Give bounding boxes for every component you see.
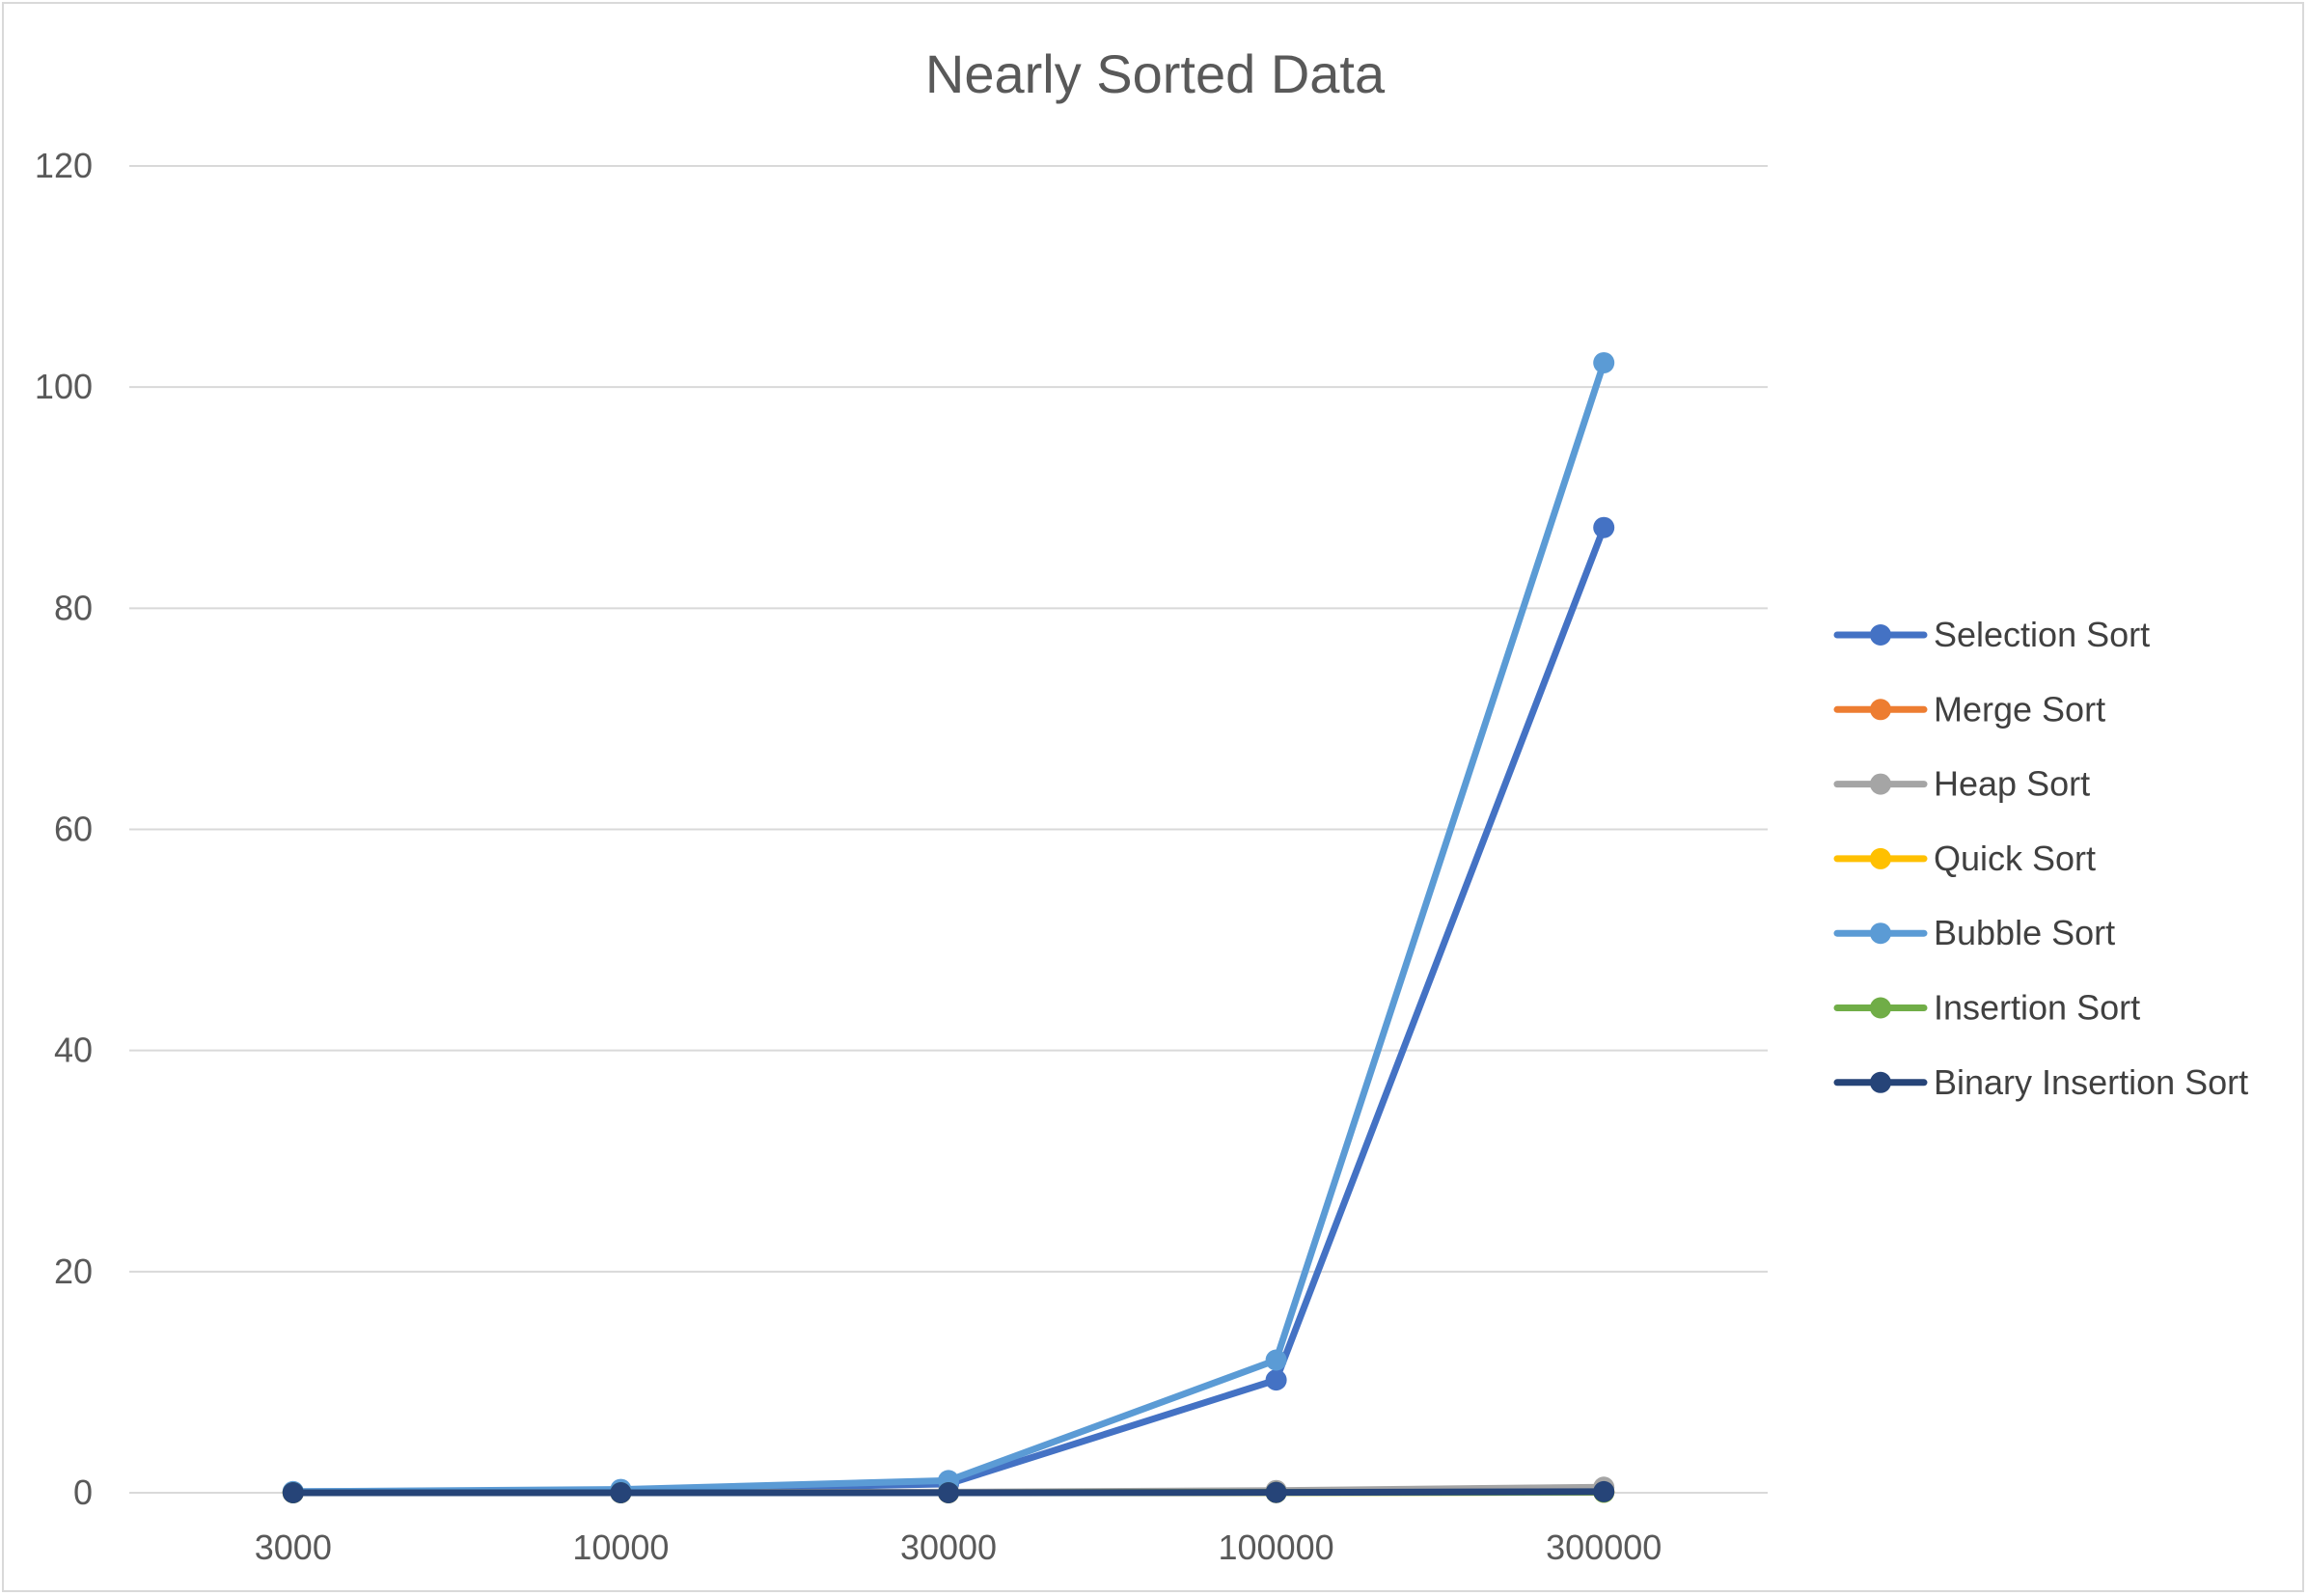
series-line [289,359,1607,1496]
y-tick-label: 20 [54,1252,93,1291]
y-tick-label: 0 [73,1472,93,1512]
line-chart: Nearly Sorted Data 0 20 40 60 80 100 120 3000 1… [35,43,2248,1567]
legend-swatch-marker [1870,847,1891,869]
legend-label: Insertion Sort [1934,988,2140,1028]
data-point [938,1482,959,1503]
y-tick-label: 40 [54,1031,93,1070]
data-point [1593,351,1615,373]
legend-item: Merge Sort [1833,689,2105,729]
series-line [289,524,1607,1496]
data-point [610,1482,632,1503]
y-tick-label: 80 [54,588,93,627]
data-point [282,1482,304,1503]
y-tick-label: 120 [35,146,93,185]
series-binary-insertion-sort [282,1480,1615,1503]
legend-swatch-marker [1870,699,1891,721]
legend-swatch-marker [1870,1071,1891,1093]
plot-series [282,351,1615,1503]
data-point [1265,1481,1287,1503]
data-point [1593,1480,1615,1502]
legend-item: Heap Sort [1833,764,2090,804]
legend-item: Bubble Sort [1833,913,2115,952]
legend-swatch-marker [1870,773,1891,795]
data-point [1593,516,1615,538]
x-tick-label: 100000 [1219,1527,1334,1567]
legend-label: Quick Sort [1934,839,2096,878]
legend-label: Binary Insertion Sort [1934,1062,2248,1102]
x-tick-label: 10000 [572,1527,669,1567]
x-axis-tick-labels: 3000 10000 30000 100000 300000 [255,1527,1662,1567]
x-tick-label: 3000 [255,1527,332,1567]
y-tick-label: 60 [54,810,93,849]
y-axis-tick-labels: 0 20 40 60 80 100 120 [35,146,93,1512]
series-bubble-sort [282,351,1615,1502]
legend-item: Selection Sort [1833,615,2150,654]
legend-swatch-marker [1870,997,1891,1019]
legend-item: Binary Insertion Sort [1833,1062,2248,1102]
legend-label: Merge Sort [1934,689,2105,729]
legend-label: Bubble Sort [1934,913,2115,952]
x-tick-label: 30000 [900,1527,997,1567]
legend-label: Selection Sort [1934,615,2150,654]
legend: Selection Sort Merge Sort Heap Sort Quick S… [1833,615,2248,1102]
series-selection-sort [282,516,1615,1502]
legend-label: Heap Sort [1934,764,2090,804]
data-point [1265,1349,1287,1371]
chart-title: Nearly Sorted Data [925,43,1386,104]
gridlines [129,165,1768,1494]
legend-item: Insertion Sort [1833,988,2140,1028]
legend-swatch-marker [1870,624,1891,646]
legend-item: Quick Sort [1833,839,2096,878]
x-tick-label: 300000 [1546,1527,1662,1567]
legend-swatch-marker [1870,922,1891,945]
y-tick-label: 100 [35,367,93,406]
data-point [1265,1369,1287,1391]
